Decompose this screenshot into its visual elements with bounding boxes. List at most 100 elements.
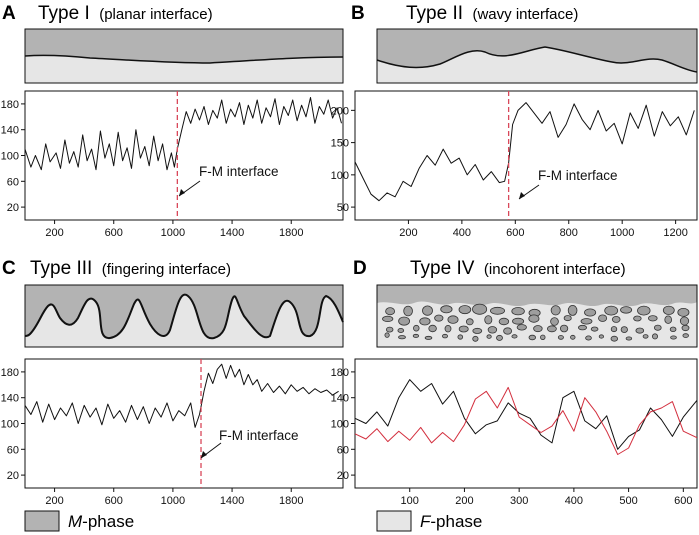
plot-frame xyxy=(354,90,698,221)
m-phase-particle xyxy=(385,307,396,316)
panel-title-main: Type IV xyxy=(410,258,475,279)
m-phase-particle xyxy=(610,335,618,342)
series-line xyxy=(25,97,342,171)
axes: 200 600 1000 1400 1800 20 60 100 140 180 xyxy=(1,367,304,507)
legend-suffix: -phase xyxy=(430,512,482,531)
series-line xyxy=(355,386,697,455)
y-tick-label: 140 xyxy=(331,393,349,405)
panel-title: Type IV (incohorent interface) xyxy=(410,258,626,279)
arrowhead xyxy=(201,451,207,458)
m-phase-region xyxy=(25,29,343,63)
m-phase-particle xyxy=(620,306,633,314)
m-phase-particle xyxy=(422,305,433,316)
x-tick-label: 400 xyxy=(453,227,471,239)
m-phase-particle xyxy=(458,305,472,315)
interface-line xyxy=(24,293,344,340)
m-phase-particle xyxy=(567,304,578,316)
m-phase-particle xyxy=(625,336,633,341)
arrowhead xyxy=(519,192,525,199)
x-tick-label: 100 xyxy=(401,495,419,507)
m-phase-particle xyxy=(458,325,469,333)
x-tick-label: 200 xyxy=(399,227,417,239)
m-phase-particle xyxy=(498,317,510,326)
m-phase-region xyxy=(377,285,697,307)
x-tick-label: 200 xyxy=(455,495,473,507)
series-line xyxy=(355,379,697,450)
legend-symbol: M xyxy=(68,512,83,531)
y-tick-label: 150 xyxy=(331,138,349,150)
panel-title-sub: (planar interface) xyxy=(99,6,212,23)
m-phase-particle xyxy=(620,326,628,334)
m-phase-particle xyxy=(472,303,488,315)
m-phase-particle xyxy=(484,315,493,325)
m-phase-particle xyxy=(550,305,561,316)
m-phase-particle xyxy=(557,335,564,340)
x-tick-label: 600 xyxy=(506,227,524,239)
x-tick-label: 1400 xyxy=(220,227,244,239)
m-phase-particle xyxy=(486,334,492,339)
panel-title-sub: (incohorent interface) xyxy=(484,261,626,278)
m-phase-particle xyxy=(598,314,608,322)
y-tick-label: 180 xyxy=(1,99,19,111)
panel-title-main: Type II xyxy=(406,3,463,24)
m-phase-particle xyxy=(382,315,394,322)
schematic-frame xyxy=(376,28,698,84)
plot-frame xyxy=(24,358,344,489)
x-tick-label: 1000 xyxy=(161,227,185,239)
m-phase-particle xyxy=(413,324,420,332)
m-phase-particle xyxy=(637,305,651,316)
interface-line xyxy=(24,54,344,64)
schematic-planar xyxy=(24,28,344,84)
y-tick-label: 100 xyxy=(331,170,349,182)
m-phase-particle xyxy=(440,305,453,314)
traces xyxy=(25,363,339,428)
m-phase-particle xyxy=(604,305,619,316)
panel-letter: B xyxy=(351,3,365,24)
axes: 200 400 600 800 1000 1200 50 100 150 200 xyxy=(331,105,688,239)
m-phase-particle xyxy=(677,307,690,317)
x-tick-label: 1800 xyxy=(279,227,303,239)
m-phase-particle xyxy=(419,317,431,326)
m-phase-particle xyxy=(528,314,540,323)
m-phase-particle xyxy=(679,316,690,326)
y-tick-label: 20 xyxy=(7,470,19,482)
m-phase-particle xyxy=(511,307,525,316)
schematic-frame xyxy=(376,284,698,348)
y-tick-label: 60 xyxy=(7,176,19,188)
m-phase-particle xyxy=(511,334,518,339)
x-tick-label: 500 xyxy=(619,495,637,507)
m-phase-particle xyxy=(516,324,527,331)
panel-title-main: Type I xyxy=(38,3,90,24)
schematic-wavy xyxy=(376,28,698,84)
m-phase-particle xyxy=(653,324,662,331)
m-phase-particle xyxy=(457,334,464,340)
panel-title-sub: (wavy interface) xyxy=(472,6,578,23)
legend-swatch-f-phase xyxy=(376,510,412,532)
m-phase-particle xyxy=(563,315,572,322)
y-tick-label: 60 xyxy=(337,444,349,456)
y-tick-label: 180 xyxy=(331,367,349,379)
m-phase-particle xyxy=(550,317,559,326)
m-phase-particle xyxy=(447,315,459,324)
traces xyxy=(355,379,697,455)
interface-line xyxy=(376,46,698,73)
y-tick-label: 200 xyxy=(331,105,349,117)
m-phase-particle xyxy=(386,326,394,333)
x-tick-label: 1200 xyxy=(663,227,687,239)
series-line xyxy=(25,363,339,428)
m-phase-particle xyxy=(570,334,576,340)
schematic-frame xyxy=(24,28,344,84)
m-phase-particle xyxy=(397,327,405,333)
traces xyxy=(25,97,342,171)
y-tick-label: 60 xyxy=(7,444,19,456)
m-phase-particle xyxy=(642,334,649,339)
panel-letter: A xyxy=(2,3,16,24)
m-phase-particle xyxy=(533,325,543,333)
m-phase-particle xyxy=(472,335,479,342)
panel-title: Type III (fingering interface) xyxy=(30,258,231,279)
m-phase-particle xyxy=(540,334,546,340)
schematic-incoherent xyxy=(376,284,698,348)
m-phase-particle xyxy=(489,306,505,315)
m-phase-particle xyxy=(611,315,621,323)
traces xyxy=(355,102,695,202)
